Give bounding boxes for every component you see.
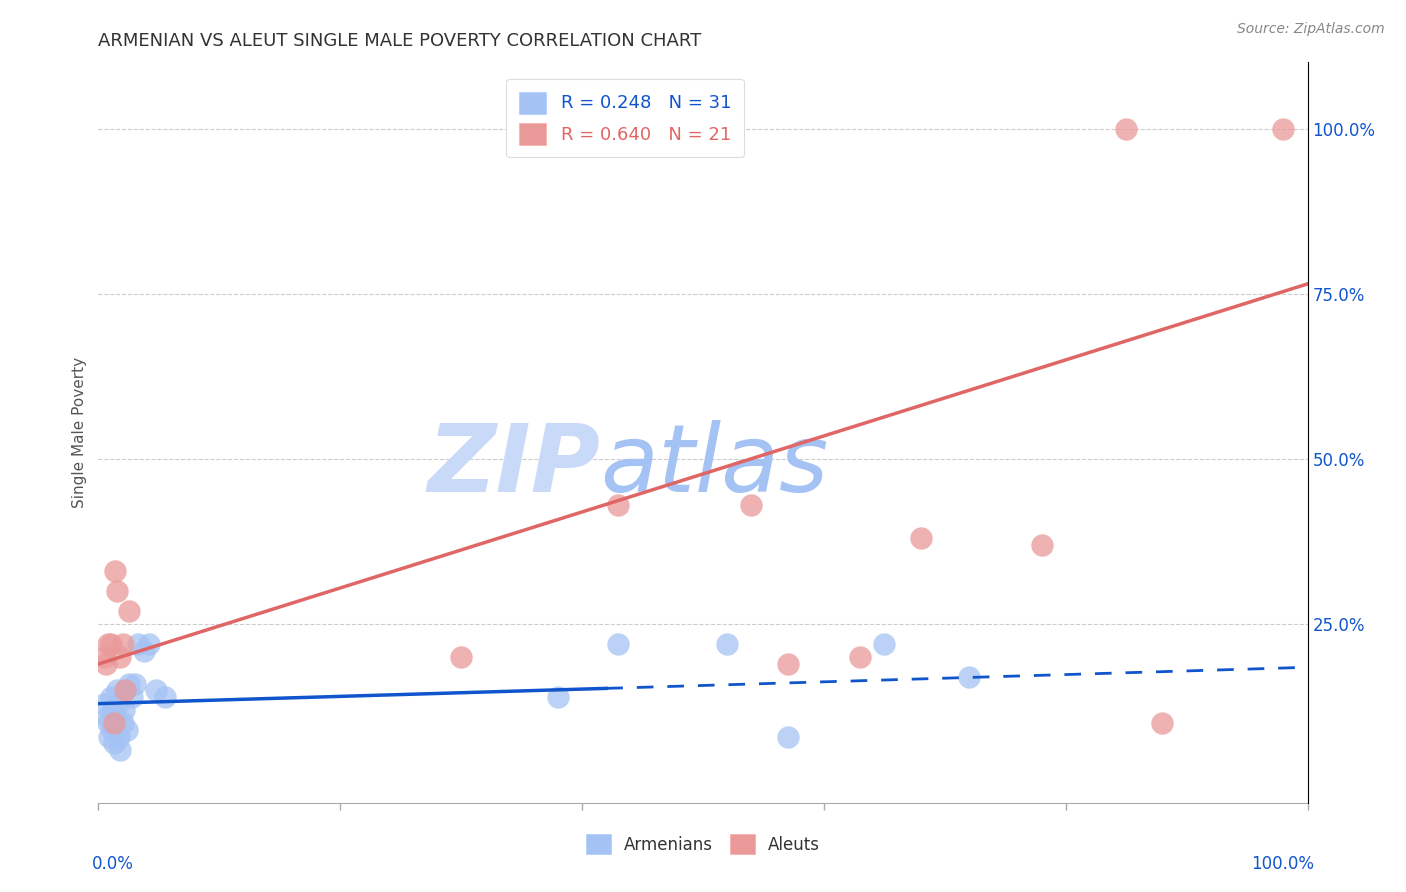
Point xyxy=(1272,121,1295,136)
Point xyxy=(138,637,160,651)
Point xyxy=(849,650,872,665)
Point xyxy=(112,703,135,717)
Point xyxy=(108,743,131,757)
Point xyxy=(104,565,127,579)
Point xyxy=(107,697,129,711)
Point xyxy=(100,637,122,651)
Point xyxy=(118,677,141,691)
Text: atlas: atlas xyxy=(600,420,828,511)
Point xyxy=(124,677,146,691)
Point xyxy=(134,644,156,658)
Point xyxy=(547,690,569,704)
Point xyxy=(111,637,134,651)
Point xyxy=(1115,121,1137,136)
Point xyxy=(776,657,799,671)
Point xyxy=(105,683,128,698)
Text: 0.0%: 0.0% xyxy=(93,855,134,872)
Point xyxy=(1152,716,1174,731)
Point xyxy=(716,637,738,651)
Point xyxy=(93,697,115,711)
Point xyxy=(98,730,121,744)
Point xyxy=(108,730,131,744)
Point xyxy=(108,650,131,665)
Point xyxy=(450,650,472,665)
Text: Source: ZipAtlas.com: Source: ZipAtlas.com xyxy=(1237,22,1385,37)
Point xyxy=(910,532,932,546)
Point xyxy=(105,584,128,599)
Point xyxy=(776,730,799,744)
Point xyxy=(93,650,115,665)
Point xyxy=(97,637,120,651)
Y-axis label: Single Male Poverty: Single Male Poverty xyxy=(72,357,87,508)
Text: ARMENIAN VS ALEUT SINGLE MALE POVERTY CORRELATION CHART: ARMENIAN VS ALEUT SINGLE MALE POVERTY CO… xyxy=(98,32,702,50)
Point xyxy=(145,683,167,698)
Point xyxy=(114,683,136,698)
Point xyxy=(100,723,122,737)
Point xyxy=(1031,538,1053,552)
Point xyxy=(127,637,149,651)
Point xyxy=(118,604,141,618)
Point xyxy=(607,637,630,651)
Text: 100.0%: 100.0% xyxy=(1250,855,1313,872)
Point xyxy=(740,499,762,513)
Point xyxy=(103,736,125,750)
Point xyxy=(153,690,176,704)
Point xyxy=(111,716,134,731)
Text: ZIP: ZIP xyxy=(427,420,600,512)
Point xyxy=(117,723,139,737)
Point xyxy=(101,703,124,717)
Point xyxy=(114,683,136,698)
Point xyxy=(100,690,122,704)
Point xyxy=(103,716,125,731)
Point xyxy=(104,710,127,724)
Point xyxy=(121,690,143,704)
Point xyxy=(96,710,118,724)
Point xyxy=(957,670,980,684)
Point xyxy=(97,716,120,731)
Legend: Armenians, Aleuts: Armenians, Aleuts xyxy=(579,828,827,861)
Point xyxy=(873,637,896,651)
Point xyxy=(607,499,630,513)
Point xyxy=(94,657,117,671)
